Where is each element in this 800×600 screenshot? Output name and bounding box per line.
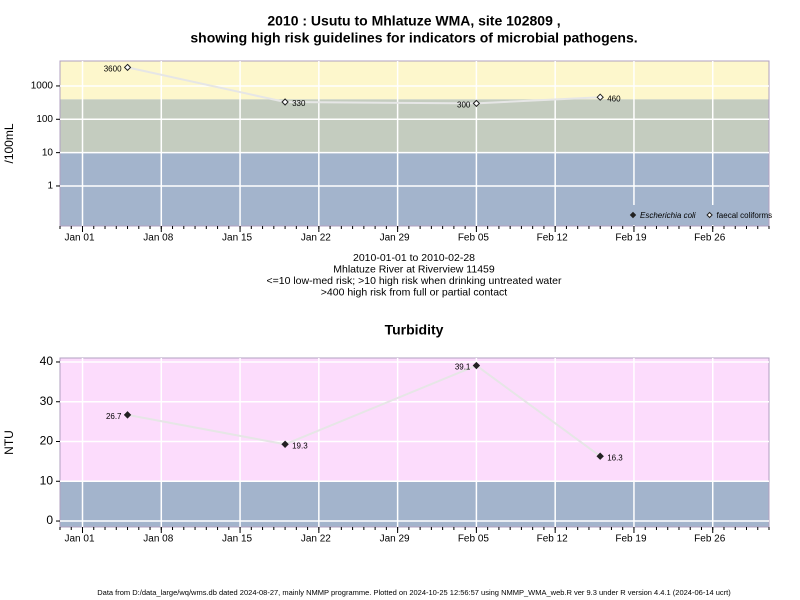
- y-tick-label: 100: [36, 114, 53, 125]
- y-tick-label: 20: [40, 434, 54, 448]
- legend-marker: [629, 211, 637, 219]
- x-tick-label: Jan 01: [64, 233, 94, 244]
- series-line: [127, 66, 601, 105]
- x-tick-label: Feb 05: [458, 233, 490, 244]
- chart-title: 2010 : Usutu to Mhlatuze WMA, site 10280…: [267, 13, 560, 29]
- x-tick-label: Jan 08: [143, 534, 173, 545]
- y-tick-label: 0: [46, 513, 53, 527]
- x-tick-label: Feb 19: [615, 534, 647, 545]
- plot-frame: [59, 60, 770, 227]
- data-point: [596, 452, 604, 460]
- y-axis-label: /100mL: [2, 123, 16, 163]
- x-tick-label: Jan 08: [143, 233, 173, 244]
- y-tick-label: 40: [40, 354, 54, 368]
- risk-band: [60, 61, 769, 100]
- data-label: 300: [457, 100, 471, 109]
- legend-marker: [706, 211, 713, 219]
- legend-label: faecal coliforms: [717, 211, 773, 220]
- note: <=10 low-med risk; >10 high risk when dr…: [266, 275, 562, 287]
- data-point: [123, 63, 132, 72]
- x-tick-label: Jan 01: [64, 534, 94, 545]
- x-tick-label: Feb 26: [694, 534, 726, 545]
- data-point: [281, 98, 289, 106]
- data-point: [472, 99, 481, 108]
- note: >400 high risk from full or partial cont…: [321, 286, 508, 298]
- x-tick-label: Jan 15: [222, 534, 252, 545]
- x-tick-label: Feb 26: [694, 233, 726, 244]
- data-point: [596, 93, 604, 101]
- y-tick-label: 10: [42, 147, 54, 158]
- data-point: [281, 440, 289, 448]
- data-label: 16.3: [607, 453, 623, 462]
- data-label: 330: [292, 99, 306, 108]
- y-tick-label: 30: [40, 394, 54, 408]
- x-tick-label: Jan 29: [380, 534, 410, 545]
- x-tick-label: Jan 29: [380, 233, 410, 244]
- risk-band: [60, 481, 769, 527]
- y-axis-label: NTU: [2, 430, 16, 455]
- risk-band: [60, 358, 769, 482]
- series-line: [127, 364, 601, 458]
- data-label: 39.1: [455, 363, 471, 372]
- legend-box: [625, 205, 768, 225]
- data-label: 26.7: [106, 412, 122, 421]
- note: Mhlatuze River at Riverview 11459: [333, 263, 495, 275]
- data-label: 460: [607, 94, 621, 103]
- data-point: [123, 411, 132, 419]
- x-tick-label: Jan 22: [301, 233, 331, 244]
- data-point: [472, 361, 481, 370]
- data-label: 3600: [104, 65, 122, 74]
- x-tick-label: Feb 12: [537, 534, 569, 545]
- x-tick-label: Feb 19: [615, 233, 647, 244]
- y-tick-label: 1000: [31, 81, 54, 92]
- risk-band: [60, 99, 769, 153]
- chart-title: Turbidity: [385, 322, 444, 338]
- note: 2010-01-01 to 2010-02-28: [353, 252, 475, 264]
- x-tick-label: Jan 22: [301, 534, 331, 545]
- chart-title: showing high risk guidelines for indicat…: [190, 30, 637, 46]
- x-tick-label: Feb 05: [458, 534, 490, 545]
- data-label: 19.3: [292, 441, 308, 450]
- x-tick-label: Feb 12: [537, 233, 569, 244]
- x-tick-label: Jan 15: [222, 233, 252, 244]
- footer: Data from D:/data_large/wq/wms.db dated …: [97, 588, 731, 597]
- y-tick-label: 10: [40, 473, 54, 487]
- y-tick-label: 1: [47, 181, 53, 192]
- legend-label: Escherichia coli: [640, 211, 696, 220]
- plot-frame: [59, 357, 770, 528]
